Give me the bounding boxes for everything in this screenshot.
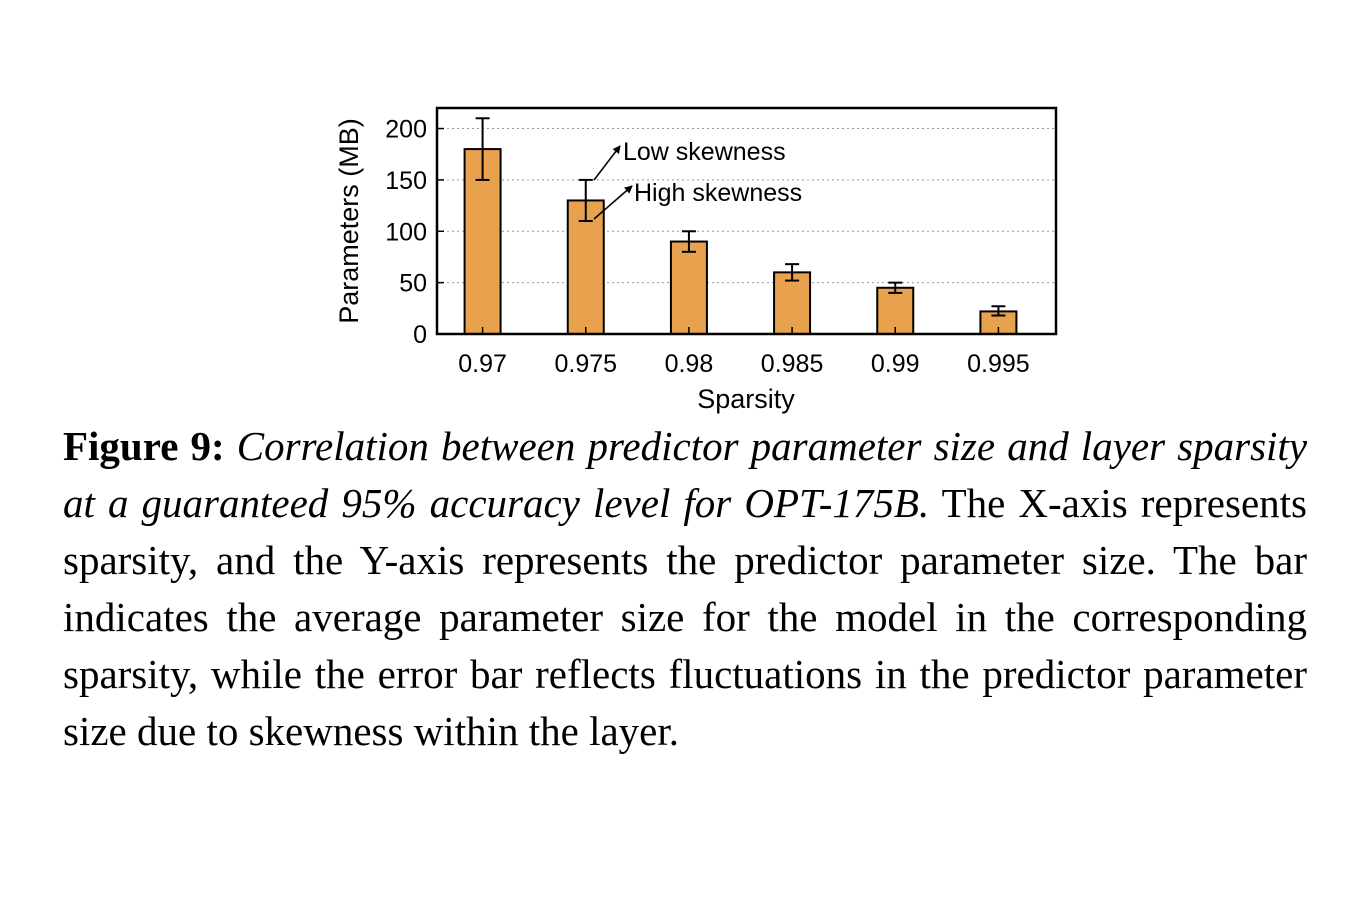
- error-bars: [475, 117, 1006, 317]
- x-tick-label: 0.975: [554, 350, 617, 378]
- high-skewness-arrow: [593, 185, 633, 220]
- bar: [669, 240, 708, 335]
- x-tick-label: 0.985: [761, 350, 824, 378]
- x-axis-label: Sparsity: [697, 384, 795, 414]
- y-tick-label: 100: [385, 218, 427, 246]
- y-tick-label: 50: [399, 270, 427, 298]
- figure-description: The X-axis represents sparsity, and the …: [63, 480, 1307, 754]
- plot-frame: [435, 106, 1058, 336]
- figure-title: Correlation between predictor parameter …: [63, 423, 1308, 526]
- y-tick-label: 0: [413, 321, 427, 349]
- x-tick-label: 0.99: [871, 350, 920, 378]
- x-tick-label: 0.97: [458, 350, 507, 378]
- chart-container: 0 50 100 150 200 0.97 0.975 0.98 0.985 0.99 0.995…: [0, 0, 1370, 420]
- figure-label: Figure 9:: [63, 423, 225, 469]
- bar-chart: 0 50 100 150 200 0.97 0.975 0.98 0.985 0.99 0.995…: [334, 106, 1058, 414]
- high-skewness-label: High skewness: [634, 179, 802, 207]
- y-axis-ticks: 0 50 100 150 200: [385, 116, 444, 349]
- low-skewness-label: Low skewness: [623, 138, 786, 166]
- low-skewness-arrow: [593, 145, 621, 181]
- figure-caption: Figure 9: Correlation between predictor …: [63, 418, 1307, 760]
- grid-lines: [437, 128, 1056, 284]
- x-tick-label: 0.995: [967, 350, 1030, 378]
- bars: [463, 148, 1018, 336]
- bar: [773, 271, 812, 336]
- y-axis-label: Parameters (MB): [334, 118, 364, 324]
- y-tick-label: 200: [385, 116, 427, 144]
- x-axis-ticks: 0.97 0.975 0.98 0.985 0.99 0.995: [458, 327, 1030, 378]
- annotations: Low skewness High skewness: [593, 138, 802, 220]
- x-tick-label: 0.98: [665, 350, 714, 378]
- y-tick-label: 150: [385, 167, 427, 195]
